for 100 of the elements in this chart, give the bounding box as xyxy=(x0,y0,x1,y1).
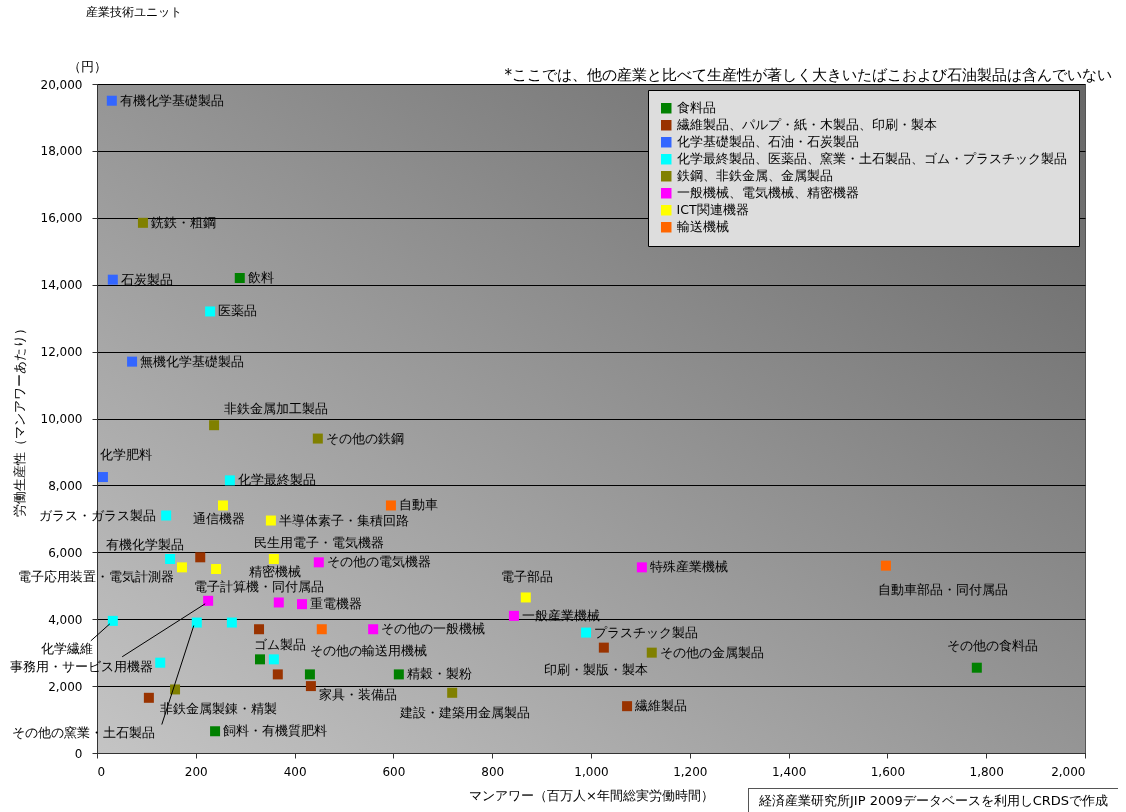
point xyxy=(217,500,228,511)
y-tick-label: 16,000 xyxy=(40,211,83,226)
legend-label: ICT関連機器 xyxy=(676,202,749,218)
data-label: 精穀・製粉 xyxy=(406,666,472,682)
point xyxy=(880,560,891,571)
data-label: プラスチック製品 xyxy=(594,624,699,640)
x-tick-label: 400 xyxy=(283,764,307,779)
point xyxy=(234,273,245,284)
y-tick-label: 18,000 xyxy=(40,144,83,159)
point xyxy=(598,642,609,653)
data-label: その他の食料品 xyxy=(946,637,1038,653)
point xyxy=(224,475,235,486)
legend-label: 鉄鋼、非鉄金属、金属製品 xyxy=(676,168,833,184)
data-label: 特殊産業機械 xyxy=(649,559,728,575)
legend-label: 繊維製品、パルプ・紙・木製品、印刷・製本 xyxy=(675,117,937,133)
point xyxy=(447,687,458,698)
data-label: 家具・装備品 xyxy=(318,687,397,703)
y-tick-label: 6,000 xyxy=(48,545,83,560)
point xyxy=(209,420,220,431)
x-tick-label: 1,000 xyxy=(574,764,609,779)
point xyxy=(636,562,647,573)
data-label: その他の電気機器 xyxy=(326,554,431,570)
text: *ここでは、他の産業と比べて生産性が著しく大きいたばこおよび石油製品は含んでいない xyxy=(504,66,1112,85)
data-label: 飲料 xyxy=(247,270,274,286)
point xyxy=(520,592,531,603)
point xyxy=(137,217,148,228)
y-tick-label: 2,000 xyxy=(48,679,83,694)
x-tick-label: 200 xyxy=(184,764,208,779)
text: （円） xyxy=(68,58,107,76)
data-label: 印刷・製版・製本 xyxy=(543,661,648,677)
y-tick-label: 4,000 xyxy=(48,612,83,627)
data-label: 通信機器 xyxy=(192,511,245,527)
data-label: その他の一般機械 xyxy=(381,621,486,637)
data-label: その他の輸送用機械 xyxy=(309,643,427,659)
data-label: 半導体素子・集積回路 xyxy=(278,512,409,528)
x-tick-label: 0 xyxy=(97,764,106,779)
x-tick-label: 1,200 xyxy=(673,764,708,779)
point xyxy=(508,610,519,621)
point xyxy=(203,595,214,606)
y-tick-label: 8,000 xyxy=(48,478,83,493)
data-label: 重電機器 xyxy=(310,596,363,612)
point xyxy=(165,553,176,564)
data-label: 自動車部品・同付属品 xyxy=(877,581,1008,597)
x-tick-label: 800 xyxy=(481,764,505,779)
legend-label: 化学基礎製品、石油・石炭製品 xyxy=(676,134,859,150)
data-label: 電子応用装置・電気計測器 xyxy=(17,569,174,585)
data-label: 非鉄金属加工製品 xyxy=(224,401,329,417)
data-label: 医薬品 xyxy=(218,303,258,319)
point xyxy=(622,701,633,712)
y-tick-label: 20,000 xyxy=(40,77,83,92)
point xyxy=(255,654,266,665)
point xyxy=(191,617,202,628)
point xyxy=(107,274,118,285)
point xyxy=(297,599,308,610)
legend-label: 食料品 xyxy=(676,100,716,116)
text: 経済産業研究所JIP 2009データベースを利用しCRDSで作成 xyxy=(748,788,1119,812)
x-tick-label: 1,800 xyxy=(969,764,1004,779)
point xyxy=(195,552,206,563)
data-label: 繊維製品 xyxy=(634,698,688,714)
data-label: その他の鉄鋼 xyxy=(325,430,404,446)
point xyxy=(385,500,396,511)
x-tick-label: 1,400 xyxy=(771,764,807,779)
data-label: 非鉄金属製錬・精製 xyxy=(160,701,278,717)
point xyxy=(127,356,138,367)
x-axis-title: マンアワー（百万人×年間総実労働時間） xyxy=(469,787,714,803)
point xyxy=(97,472,108,483)
y-tick-label: 14,000 xyxy=(40,278,83,293)
x-tick-label: 1,600 xyxy=(870,764,906,779)
point xyxy=(305,681,316,692)
point xyxy=(107,615,118,626)
y-axis-title: 労働生産性（マンアワーあたり） xyxy=(11,321,27,517)
data-label: 有機化学製品 xyxy=(106,536,185,552)
point xyxy=(210,726,221,737)
point xyxy=(106,95,117,106)
point xyxy=(393,669,404,680)
legend-label: 輸送機械 xyxy=(676,219,729,235)
data-label: 民生用電子・電気機器 xyxy=(253,534,384,550)
point xyxy=(313,557,324,568)
data-label: その他の金属製品 xyxy=(659,644,764,660)
point xyxy=(155,657,166,668)
point xyxy=(646,647,657,658)
legend-label: 一般機械、電気機械、精密機器 xyxy=(676,185,859,201)
data-label: 化学肥料 xyxy=(99,447,152,463)
y-tick-label: 0 xyxy=(74,746,83,761)
point xyxy=(265,515,276,526)
data-label: 精密機械 xyxy=(248,564,301,580)
point xyxy=(211,564,222,575)
data-label: 化学繊維 xyxy=(40,640,93,656)
data-label: 自動車 xyxy=(398,497,438,513)
y-tick-label: 12,000 xyxy=(40,345,83,360)
point xyxy=(226,617,237,628)
data-label: 化学最終製品 xyxy=(237,472,316,488)
legend-label: 化学最終製品、医薬品、窯業・土石製品、ゴム・プラスチック製品 xyxy=(676,151,1067,167)
point xyxy=(971,662,982,673)
point xyxy=(176,562,187,573)
point xyxy=(312,433,323,444)
point xyxy=(268,553,279,564)
data-label: 無機化学基礎製品 xyxy=(140,353,245,369)
point xyxy=(273,597,284,608)
point xyxy=(581,627,592,638)
